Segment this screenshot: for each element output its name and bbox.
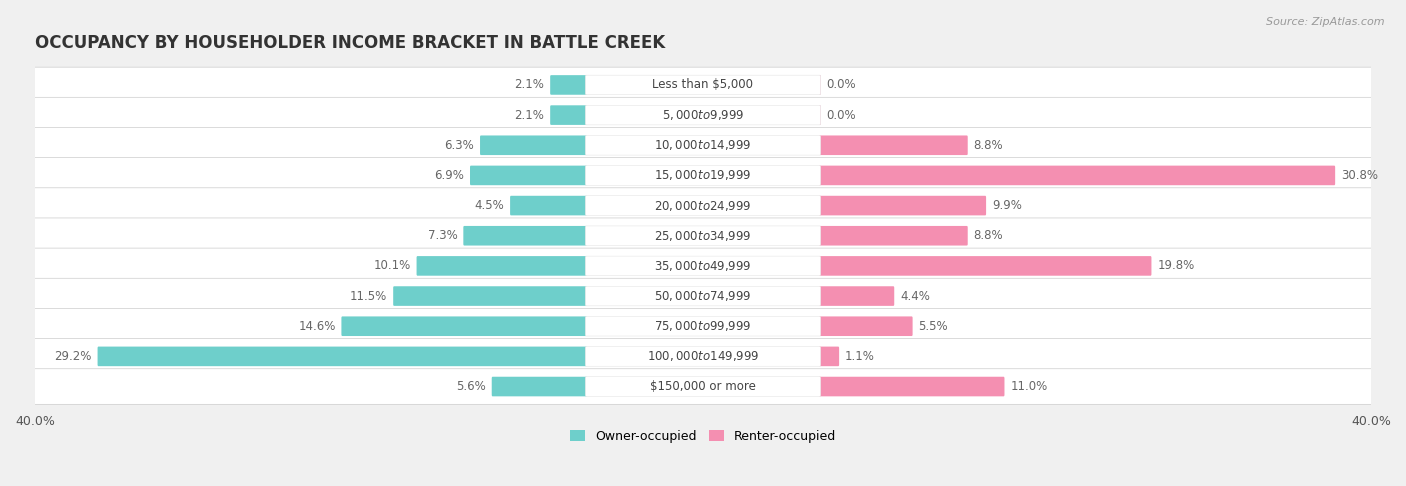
FancyBboxPatch shape [32, 218, 1374, 254]
FancyBboxPatch shape [585, 196, 821, 215]
FancyBboxPatch shape [585, 377, 821, 397]
FancyBboxPatch shape [32, 278, 1374, 314]
FancyBboxPatch shape [585, 166, 821, 185]
FancyBboxPatch shape [820, 75, 821, 95]
Text: 11.5%: 11.5% [350, 290, 387, 303]
Text: $75,000 to $99,999: $75,000 to $99,999 [654, 319, 752, 333]
Text: 2.1%: 2.1% [515, 78, 544, 91]
Text: 0.0%: 0.0% [827, 108, 856, 122]
Text: 6.9%: 6.9% [434, 169, 464, 182]
FancyBboxPatch shape [32, 309, 1374, 344]
FancyBboxPatch shape [32, 369, 1374, 404]
FancyBboxPatch shape [97, 347, 586, 366]
Text: 6.3%: 6.3% [444, 139, 474, 152]
FancyBboxPatch shape [585, 136, 821, 155]
Text: Source: ZipAtlas.com: Source: ZipAtlas.com [1267, 17, 1385, 27]
FancyBboxPatch shape [470, 166, 586, 185]
FancyBboxPatch shape [585, 226, 821, 245]
FancyBboxPatch shape [585, 105, 821, 125]
FancyBboxPatch shape [820, 316, 912, 336]
Text: 5.6%: 5.6% [456, 380, 486, 393]
FancyBboxPatch shape [32, 127, 1374, 163]
FancyBboxPatch shape [820, 166, 1336, 185]
FancyBboxPatch shape [585, 316, 821, 336]
Text: 7.3%: 7.3% [427, 229, 457, 242]
FancyBboxPatch shape [550, 105, 586, 125]
Text: $25,000 to $34,999: $25,000 to $34,999 [654, 229, 752, 243]
FancyBboxPatch shape [820, 377, 1004, 397]
Text: $35,000 to $49,999: $35,000 to $49,999 [654, 259, 752, 273]
FancyBboxPatch shape [32, 339, 1374, 374]
FancyBboxPatch shape [820, 286, 894, 306]
FancyBboxPatch shape [479, 136, 586, 155]
FancyBboxPatch shape [585, 75, 821, 95]
Text: 11.0%: 11.0% [1011, 380, 1047, 393]
FancyBboxPatch shape [585, 286, 821, 306]
Text: 4.5%: 4.5% [474, 199, 505, 212]
Text: $150,000 or more: $150,000 or more [650, 380, 756, 393]
Text: $5,000 to $9,999: $5,000 to $9,999 [662, 108, 744, 122]
Text: $50,000 to $74,999: $50,000 to $74,999 [654, 289, 752, 303]
Text: OCCUPANCY BY HOUSEHOLDER INCOME BRACKET IN BATTLE CREEK: OCCUPANCY BY HOUSEHOLDER INCOME BRACKET … [35, 35, 665, 52]
FancyBboxPatch shape [32, 67, 1374, 103]
FancyBboxPatch shape [32, 188, 1374, 224]
Text: $10,000 to $14,999: $10,000 to $14,999 [654, 139, 752, 152]
FancyBboxPatch shape [585, 347, 821, 366]
FancyBboxPatch shape [820, 347, 839, 366]
Text: $15,000 to $19,999: $15,000 to $19,999 [654, 169, 752, 182]
FancyBboxPatch shape [820, 256, 1152, 276]
FancyBboxPatch shape [394, 286, 586, 306]
Text: $20,000 to $24,999: $20,000 to $24,999 [654, 199, 752, 212]
FancyBboxPatch shape [820, 105, 821, 125]
FancyBboxPatch shape [464, 226, 586, 245]
FancyBboxPatch shape [820, 196, 986, 215]
Text: 4.4%: 4.4% [900, 290, 929, 303]
Text: 8.8%: 8.8% [973, 229, 1004, 242]
Text: 19.8%: 19.8% [1157, 260, 1195, 273]
Text: 2.1%: 2.1% [515, 108, 544, 122]
Text: 29.2%: 29.2% [55, 350, 91, 363]
FancyBboxPatch shape [342, 316, 586, 336]
Text: 10.1%: 10.1% [374, 260, 411, 273]
Text: 14.6%: 14.6% [298, 320, 336, 333]
Text: 9.9%: 9.9% [993, 199, 1022, 212]
Text: 0.0%: 0.0% [827, 78, 856, 91]
FancyBboxPatch shape [550, 75, 586, 95]
FancyBboxPatch shape [32, 97, 1374, 133]
FancyBboxPatch shape [32, 248, 1374, 284]
FancyBboxPatch shape [820, 136, 967, 155]
FancyBboxPatch shape [492, 377, 586, 397]
FancyBboxPatch shape [416, 256, 586, 276]
Text: 8.8%: 8.8% [973, 139, 1004, 152]
Text: 5.5%: 5.5% [918, 320, 948, 333]
Text: Less than $5,000: Less than $5,000 [652, 78, 754, 91]
FancyBboxPatch shape [32, 157, 1374, 193]
FancyBboxPatch shape [510, 196, 586, 215]
Text: $100,000 to $149,999: $100,000 to $149,999 [647, 349, 759, 364]
FancyBboxPatch shape [820, 226, 967, 245]
FancyBboxPatch shape [585, 256, 821, 276]
Text: 30.8%: 30.8% [1341, 169, 1378, 182]
Text: 1.1%: 1.1% [845, 350, 875, 363]
Legend: Owner-occupied, Renter-occupied: Owner-occupied, Renter-occupied [565, 425, 841, 448]
